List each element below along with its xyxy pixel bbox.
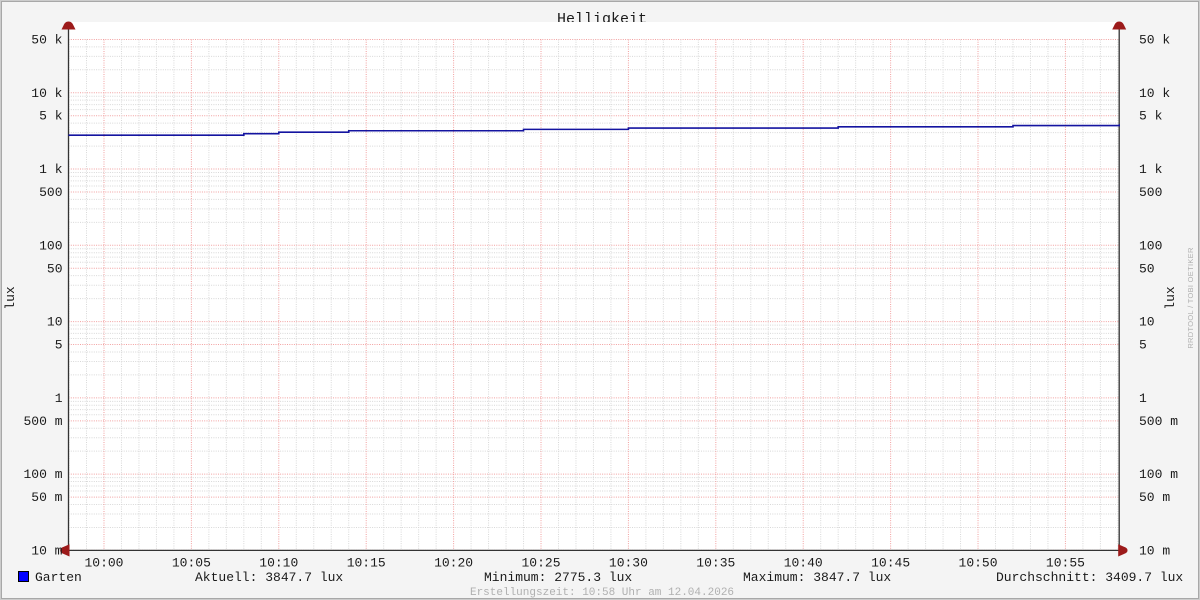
svg-text:10 k: 10 k bbox=[31, 86, 62, 101]
svg-text:10 m: 10 m bbox=[1139, 543, 1170, 558]
svg-text:500: 500 bbox=[1139, 185, 1162, 200]
svg-text:10:30: 10:30 bbox=[609, 555, 648, 570]
svg-text:10:10: 10:10 bbox=[259, 555, 298, 570]
svg-text:50: 50 bbox=[47, 261, 63, 276]
svg-text:100 m: 100 m bbox=[1139, 467, 1178, 482]
svg-text:5 k: 5 k bbox=[1139, 109, 1163, 124]
svg-text:10:50: 10:50 bbox=[959, 555, 998, 570]
svg-text:1 k: 1 k bbox=[39, 162, 63, 177]
svg-text:10:25: 10:25 bbox=[522, 555, 561, 570]
svg-text:50 m: 50 m bbox=[1139, 490, 1170, 505]
svg-text:10:15: 10:15 bbox=[347, 555, 386, 570]
svg-text:500 m: 500 m bbox=[1139, 414, 1178, 429]
svg-text:10:05: 10:05 bbox=[172, 555, 211, 570]
svg-text:10:00: 10:00 bbox=[84, 555, 123, 570]
svg-text:1: 1 bbox=[1139, 391, 1147, 406]
svg-text:50: 50 bbox=[1139, 261, 1155, 276]
svg-text:10: 10 bbox=[1139, 315, 1155, 330]
svg-text:5: 5 bbox=[55, 338, 63, 353]
svg-text:10:55: 10:55 bbox=[1046, 555, 1085, 570]
svg-text:50 k: 50 k bbox=[31, 32, 62, 47]
svg-text:100: 100 bbox=[1139, 238, 1162, 253]
svg-text:50 m: 50 m bbox=[31, 490, 62, 505]
svg-text:lux: lux bbox=[3, 286, 18, 310]
svg-text:1 k: 1 k bbox=[1139, 162, 1163, 177]
svg-text:10: 10 bbox=[47, 315, 63, 330]
svg-text:500: 500 bbox=[39, 185, 62, 200]
svg-text:RRDTOOL / TOBI OETIKER: RRDTOOL / TOBI OETIKER bbox=[1186, 247, 1195, 349]
svg-text:10:20: 10:20 bbox=[434, 555, 473, 570]
svg-text:10:45: 10:45 bbox=[871, 555, 910, 570]
svg-text:10 m: 10 m bbox=[31, 543, 62, 558]
svg-text:5 k: 5 k bbox=[39, 109, 63, 124]
svg-text:5: 5 bbox=[1139, 338, 1147, 353]
svg-text:10:40: 10:40 bbox=[784, 555, 823, 570]
svg-text:100 m: 100 m bbox=[23, 467, 62, 482]
svg-text:lux: lux bbox=[1163, 286, 1178, 310]
svg-text:10:35: 10:35 bbox=[696, 555, 735, 570]
svg-text:500 m: 500 m bbox=[23, 414, 62, 429]
svg-text:10 k: 10 k bbox=[1139, 86, 1170, 101]
svg-text:1: 1 bbox=[55, 391, 63, 406]
svg-text:100: 100 bbox=[39, 238, 62, 253]
svg-text:50 k: 50 k bbox=[1139, 32, 1170, 47]
